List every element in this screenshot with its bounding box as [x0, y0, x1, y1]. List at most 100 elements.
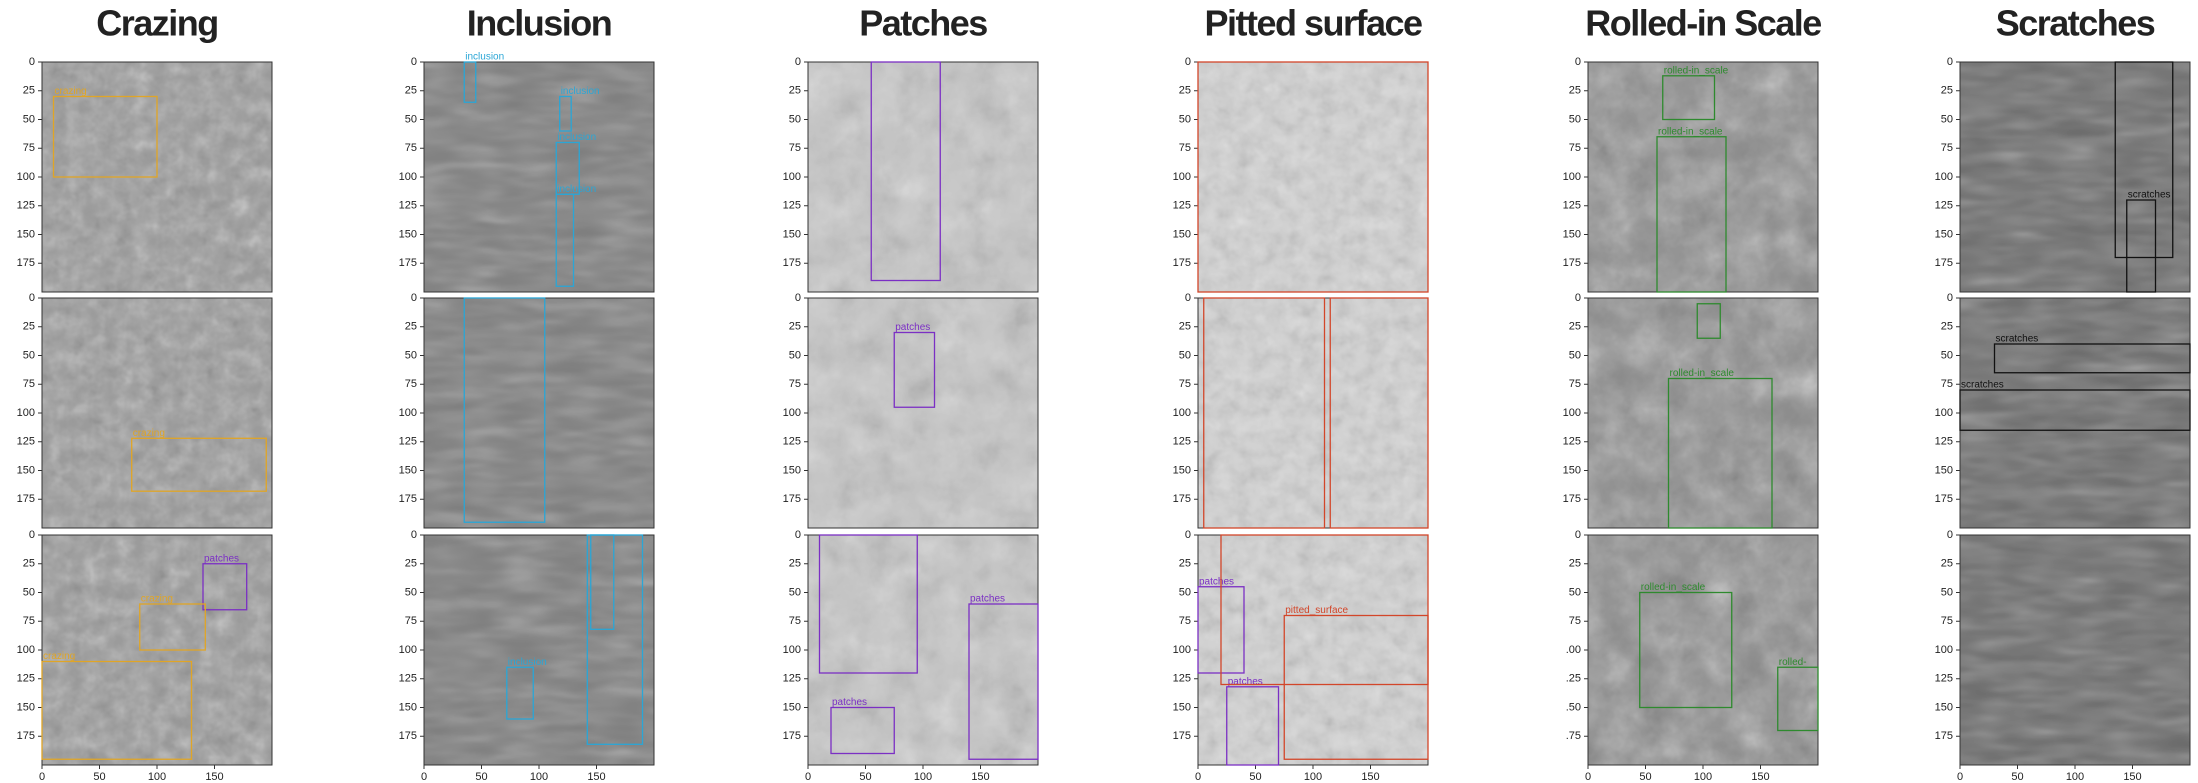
y-tick-label: 25 [405, 558, 417, 570]
detection-box [1777, 666, 1819, 732]
detection-box [506, 666, 534, 720]
x-tick-label: 100 [1694, 771, 1712, 783]
x-tick-label: 150 [1751, 771, 1769, 783]
defect-image [1198, 298, 1428, 528]
box-label: crazing [133, 428, 165, 439]
y-tick-label: .25 [1566, 673, 1581, 685]
detection-box [586, 534, 644, 745]
x-tick-label: 150 [205, 771, 223, 783]
y-tick-label: 150 [399, 701, 417, 713]
detection-box [1993, 343, 2191, 374]
y-tick-label: 125 [399, 436, 417, 448]
y-tick-label: 75 [1569, 378, 1581, 390]
y-tick-label: 175 [399, 730, 417, 742]
y-tick-label: 25 [1941, 558, 1953, 570]
y-tick-label: 25 [789, 321, 801, 333]
y-tick-label: 150 [1935, 464, 1953, 476]
y-tick-label: 125 [1173, 200, 1191, 212]
y-tick-label: 25 [1569, 321, 1581, 333]
column-title: Crazing [96, 3, 218, 44]
defect-image [1588, 535, 1818, 765]
box-label: scratches [1961, 380, 2004, 391]
y-tick-label: 75 [1179, 615, 1191, 627]
defect-image [42, 298, 272, 528]
y-tick-label: 125 [1935, 200, 1953, 212]
defect-image [808, 62, 1038, 292]
y-tick-label: 125 [1563, 200, 1581, 212]
x-tick-label: 100 [148, 771, 166, 783]
y-tick-label: 150 [17, 464, 35, 476]
y-tick-label: 75 [405, 142, 417, 154]
y-tick-label: 75 [1941, 378, 1953, 390]
y-tick-label: 150 [783, 228, 801, 240]
y-tick-label: 150 [1173, 228, 1191, 240]
x-tick-label: 0 [1957, 771, 1963, 783]
detection-box [1203, 297, 1326, 529]
y-tick-label: 100 [399, 171, 417, 183]
y-tick-label: 150 [17, 701, 35, 713]
detection-box [1656, 136, 1727, 293]
box-label: rolled-in_scale [1670, 368, 1735, 379]
y-tick-label: 100 [783, 407, 801, 419]
y-tick-label: 125 [17, 673, 35, 685]
defect-image [424, 298, 654, 528]
y-tick-label: 125 [1563, 436, 1581, 448]
y-tick-label: 150 [1935, 228, 1953, 240]
box-label: rolled-in_scale [1664, 65, 1729, 76]
y-tick-label: 25 [1179, 558, 1191, 570]
y-tick-label: 0 [29, 529, 35, 541]
y-tick-label: 175 [17, 730, 35, 742]
box-label: rolled-in_scale [1658, 126, 1723, 137]
y-tick-label: 175 [17, 257, 35, 269]
y-tick-label: 50 [1179, 113, 1191, 125]
detection-box [1959, 389, 2191, 431]
defect-image [1588, 62, 1818, 292]
y-tick-label: 75 [789, 615, 801, 627]
y-tick-label: 50 [405, 586, 417, 598]
detection-box [818, 534, 918, 674]
detection-box [2126, 199, 2157, 293]
y-tick-label: 175 [1935, 257, 1953, 269]
y-tick-label: .00 [1566, 644, 1581, 656]
y-tick-label: 100 [1173, 644, 1191, 656]
y-tick-label: 100 [399, 407, 417, 419]
y-tick-label: 75 [23, 378, 35, 390]
y-tick-label: 75 [1941, 615, 1953, 627]
y-tick-label: 125 [1173, 436, 1191, 448]
x-tick-label: 50 [475, 771, 487, 783]
y-tick-label: 175 [1563, 257, 1581, 269]
y-tick-label: 25 [405, 85, 417, 97]
y-tick-label: 100 [1563, 407, 1581, 419]
detection-box [555, 193, 575, 287]
y-tick-label: 50 [1179, 586, 1191, 598]
y-tick-label: 125 [17, 436, 35, 448]
y-tick-label: 25 [789, 558, 801, 570]
detection-box [463, 61, 477, 103]
y-tick-label: 50 [1569, 349, 1581, 361]
box-label: patches [970, 594, 1005, 605]
defect-image [808, 535, 1038, 765]
y-tick-label: 0 [1185, 56, 1191, 68]
x-tick-label: 150 [1361, 771, 1379, 783]
box-label: rolled-in_scale [1641, 582, 1706, 593]
y-tick-label: 125 [783, 436, 801, 448]
column-title: Patches [859, 3, 987, 44]
defect-image [1198, 62, 1428, 292]
y-tick-label: 75 [1179, 378, 1191, 390]
detection-box [52, 95, 158, 178]
y-tick-label: 50 [1179, 349, 1191, 361]
y-tick-label: 150 [1935, 701, 1953, 713]
y-tick-label: 25 [1941, 85, 1953, 97]
y-tick-label: 150 [399, 228, 417, 240]
box-label: inclusion [561, 86, 600, 97]
box-label: inclusion [557, 184, 596, 195]
y-tick-label: 0 [1185, 529, 1191, 541]
detection-box [830, 706, 895, 755]
y-tick-label: 50 [789, 113, 801, 125]
detection-box [1220, 534, 1429, 686]
column-title: Pitted surface [1204, 3, 1422, 44]
x-tick-label: 50 [1639, 771, 1651, 783]
x-tick-label: 0 [1585, 771, 1591, 783]
detection-box [2114, 61, 2174, 259]
defect-image [1960, 535, 2190, 765]
